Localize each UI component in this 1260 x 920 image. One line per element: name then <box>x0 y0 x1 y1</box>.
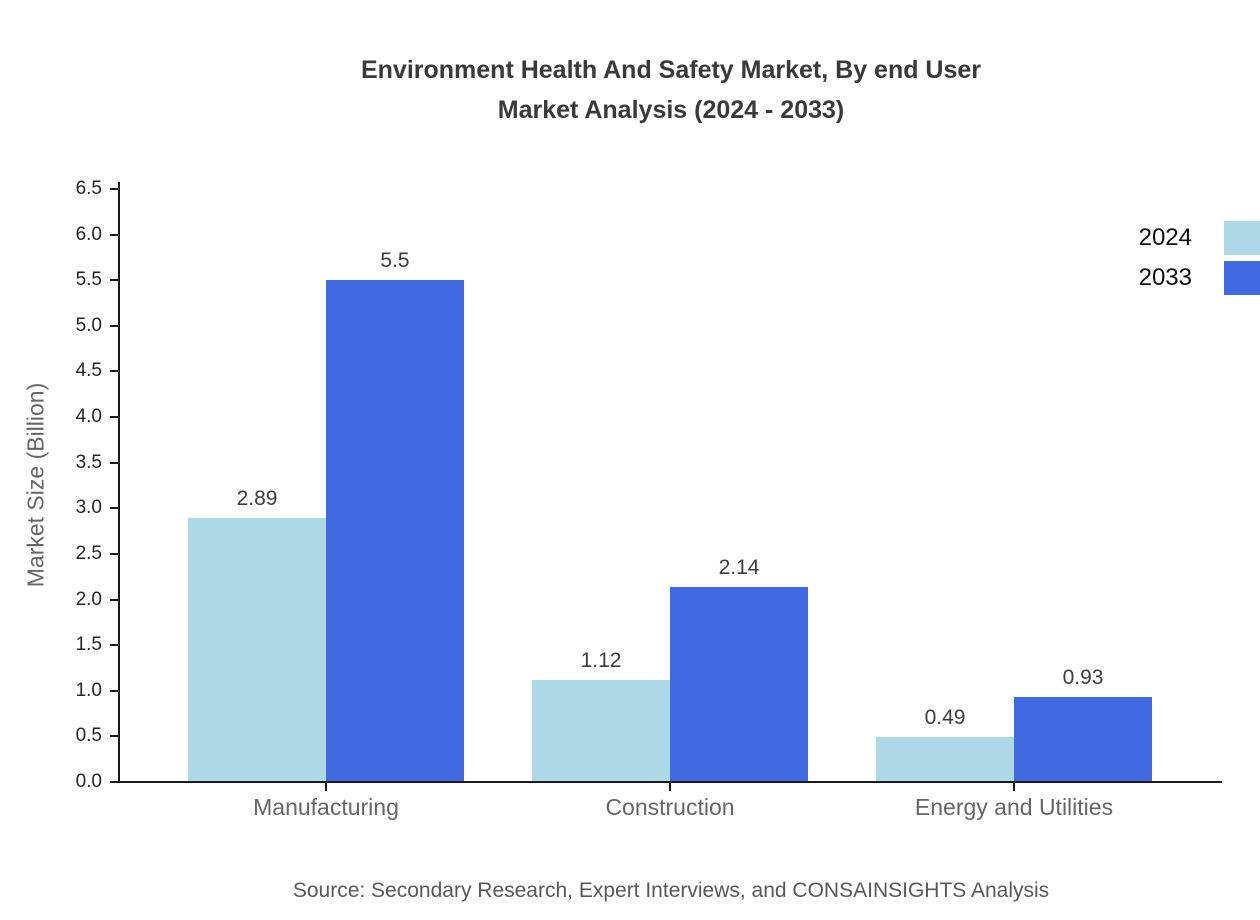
bar-value-label: 5.5 <box>380 249 410 273</box>
x-axis-line <box>118 781 1222 783</box>
legend-swatch-2033 <box>1224 261 1260 295</box>
bar-2024-2 <box>876 737 1014 782</box>
y-tick-label: 4.0 <box>75 406 102 428</box>
legend-item-2033: 2033 <box>1139 261 1260 295</box>
source-note: Source: Secondary Research, Expert Inter… <box>292 879 1050 902</box>
y-tick-label: 2.5 <box>75 542 102 564</box>
y-tick-label: 1.0 <box>75 679 102 701</box>
category-label-1: Construction <box>605 794 735 820</box>
y-tick <box>110 370 118 373</box>
y-tick-label: 5.0 <box>75 314 102 336</box>
bar-value-label: 2.14 <box>718 555 760 579</box>
y-tick-label: 2.0 <box>75 588 102 610</box>
y-tick-label: 3.5 <box>75 451 102 473</box>
y-tick-label: 6.0 <box>75 223 102 245</box>
y-tick-label: 3.0 <box>75 497 102 519</box>
legend-item-2024: 2024 <box>1139 221 1260 255</box>
legend-label: 2024 <box>1138 224 1192 251</box>
y-tick-label: 4.5 <box>75 360 102 382</box>
y-tick-label: 0.5 <box>75 725 102 747</box>
y-tick-label: 5.5 <box>75 269 102 291</box>
y-tick <box>110 279 118 282</box>
y-tick <box>110 644 118 647</box>
category-label-2: Energy and Utilities <box>914 794 1114 820</box>
y-tick <box>110 552 118 555</box>
bar-value-label: 0.49 <box>924 706 966 730</box>
bar-2033-2 <box>1014 697 1152 782</box>
y-tick-label: 6.5 <box>75 178 102 199</box>
y-tick <box>110 188 118 190</box>
y-tick <box>110 233 118 236</box>
legend-swatch-2024 <box>1224 221 1260 255</box>
legend: 2024 2033 <box>1139 221 1260 301</box>
bar-2024-1 <box>532 679 670 782</box>
chart-title: Environment Health And Safety Market, By… <box>120 50 1222 130</box>
y-tick <box>110 689 118 692</box>
chart-title-line1: Environment Health And Safety Market, By… <box>360 56 982 84</box>
legend-label: 2033 <box>1138 264 1192 291</box>
y-axis-line <box>118 182 120 783</box>
y-tick-label: 0.0 <box>75 771 102 792</box>
bar-value-label: 0.93 <box>1062 666 1104 690</box>
y-tick <box>110 416 118 419</box>
chart-title-line2: Market Analysis (2024 - 2033) <box>497 96 845 124</box>
bar-2033-1 <box>670 586 808 782</box>
y-tick <box>110 781 118 783</box>
category-label-0: Manufacturing <box>253 794 399 820</box>
y-tick <box>110 461 118 464</box>
y-tick-label: 1.5 <box>75 634 102 656</box>
x-tick <box>325 783 327 791</box>
x-tick <box>1013 783 1015 791</box>
x-tick <box>669 783 671 791</box>
y-tick <box>110 598 118 601</box>
bar-2024-0 <box>188 518 326 782</box>
y-tick <box>110 735 118 738</box>
y-tick <box>110 324 118 327</box>
bar-2033-0 <box>326 280 464 782</box>
bar-value-label: 2.89 <box>236 487 278 511</box>
bar-value-label: 1.12 <box>580 648 622 672</box>
y-tick <box>110 507 118 510</box>
